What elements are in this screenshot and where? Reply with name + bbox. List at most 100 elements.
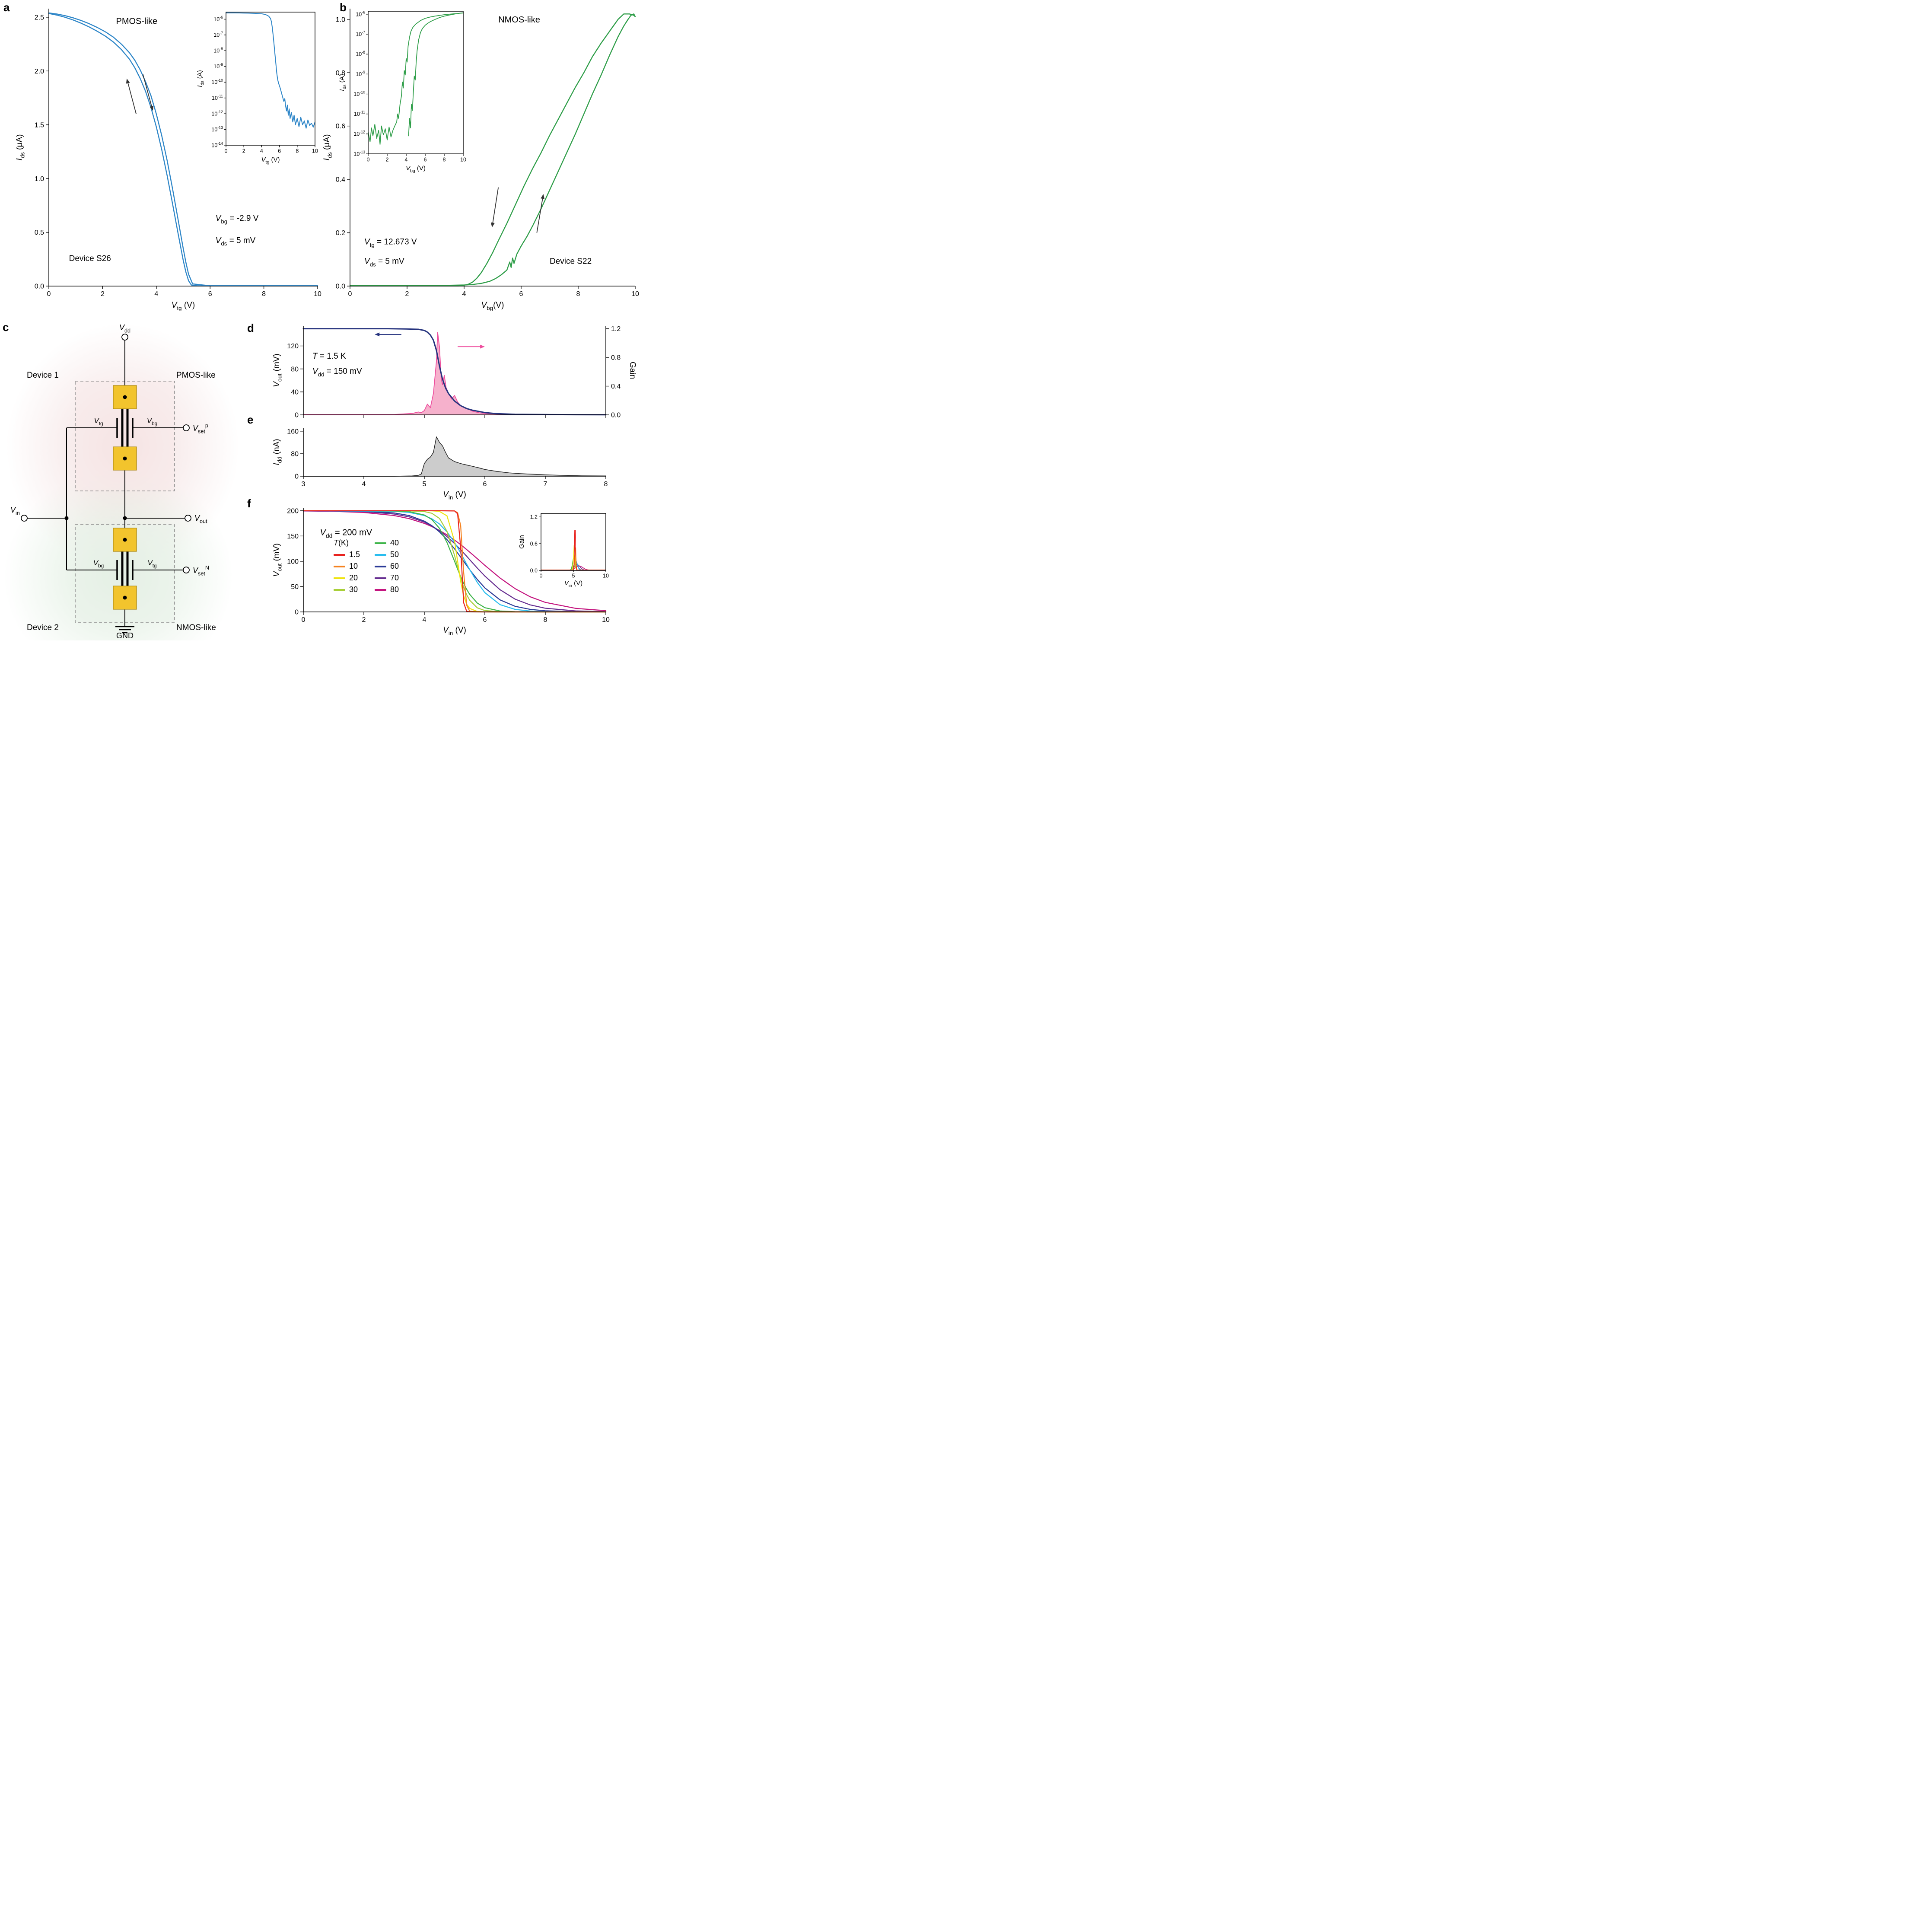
legend-label: 30 — [349, 585, 358, 594]
y-axis-label: Vout (mV) — [272, 543, 283, 577]
y-tick-label: 80 — [291, 366, 299, 373]
y-tick-label: 0.2 — [336, 229, 345, 237]
legend-swatch — [375, 554, 387, 556]
vbg-value-label: Vbg = -2.9 V — [216, 214, 259, 225]
legend-item-20K: 20 — [334, 573, 360, 583]
device1-vbg-label: Vbg — [147, 417, 158, 427]
y-tick-label: 40 — [291, 388, 299, 396]
y-tick-label: 10-14 — [211, 141, 223, 149]
y-tick-label: 10-12 — [353, 130, 365, 137]
x-tick-label: 3 — [302, 481, 306, 488]
panel-b-chart: 0 2 4 6 8 10 0.0 0.2 0.4 0.6 0.8 1.0 Vbg(V) Ids (μA) N… — [322, 9, 639, 312]
x-tick-label: 4 — [260, 148, 263, 154]
panel-a-chart: 0 2 4 6 8 10 0.0 0.5 1.0 1.5 2.0 2.5 Vtg (V) Ids (μA)… — [15, 9, 321, 312]
legend-item-40K: 40 — [375, 538, 399, 548]
pmos-sweep-up — [48, 12, 318, 287]
legend-item-70K: 70 — [375, 573, 399, 583]
legend-item-80K: 80 — [375, 584, 399, 595]
y-tick-label: 10-11 — [212, 94, 223, 101]
x-tick-label: 2 — [386, 157, 389, 163]
output-node-dot — [123, 516, 127, 520]
legend-item-60K: 60 — [375, 561, 399, 572]
legend-swatch — [375, 589, 387, 591]
y-tick-label: 100 — [287, 558, 299, 566]
device1-label: Device 1 — [27, 371, 59, 380]
x-tick-label: 0 — [348, 290, 352, 298]
y-axis-label: Ids (A) — [196, 70, 205, 87]
y-tick-label: 150 — [287, 533, 299, 540]
nmos-like-label: NMOS-like — [498, 15, 540, 25]
y-axis-label: Ids (μA) — [15, 134, 26, 161]
x-tick-label: 10 — [631, 290, 639, 298]
x-tick-label: 6 — [208, 290, 212, 298]
y-tick-label: 10-11 — [354, 110, 365, 117]
legend-label: 1.5 — [349, 550, 360, 559]
pmos-log — [226, 12, 315, 129]
figure: 0 2 4 6 8 10 0.0 0.5 1.0 1.5 2.0 2.5 Vtg (V) Ids (μA)… — [0, 0, 644, 640]
legend-label: 10 — [349, 562, 358, 570]
y-tick-label: 10-9 — [213, 63, 223, 70]
panel-label-b: b — [340, 1, 347, 14]
vout-60K — [302, 510, 607, 613]
y-axis-label: Idd (nA) — [272, 439, 283, 465]
nmos-like-circuit-label: NMOS-like — [176, 623, 216, 632]
x-tick-label: 10 — [314, 290, 321, 298]
x-tick-label: 0 — [302, 616, 306, 624]
x-tick-label: 2 — [242, 148, 245, 154]
y-tick-label: 0.6 — [530, 541, 538, 547]
temperature-label: T = 1.5 K — [312, 352, 346, 361]
idd — [303, 436, 606, 477]
pmos-like-circuit-label: PMOS-like — [176, 371, 216, 380]
y-tick-label: 10-6 — [356, 10, 365, 18]
device1-vtg-label: Vtg — [94, 417, 103, 427]
y-tick-label: 10-10 — [211, 78, 223, 86]
legend-swatch — [334, 577, 345, 579]
device-s22-label: Device S22 — [550, 257, 592, 266]
panel-d-chart: 0 40 80 120 0.0 0.4 0.8 1.2 Gain Vout (mV) T = 1.5… — [272, 325, 637, 419]
x-tick-label: 4 — [362, 481, 366, 488]
vdd-terminal — [121, 334, 128, 341]
x-tick-label: 10 — [312, 148, 318, 154]
temperature-legend: T (K) 1.5 10 20 30 40 50 60 70 80 — [334, 538, 399, 595]
device2-vtg-label: Vtg — [147, 559, 156, 569]
gain-1.5K — [541, 530, 606, 570]
vdd-150-label: Vdd = 150 mV — [312, 367, 362, 378]
y-axis-label: Ids (μA) — [322, 134, 333, 161]
x-tick-label: 6 — [424, 157, 427, 163]
vdd-200-label: Vdd = 200 mV — [320, 528, 372, 539]
vin-terminal — [21, 515, 28, 522]
x-tick-label: 0 — [47, 290, 51, 298]
legend-item-50K: 50 — [375, 549, 399, 560]
y-tick-label: 10-12 — [211, 110, 223, 117]
panel-c-circuit-diagram: Vdd Device 1 PMOS-like Vtg Vbg Vsetp Vin Vout Vb… — [4, 323, 239, 640]
x-axis-label: Vtg (V) — [172, 301, 195, 312]
y-tick-label: 2.5 — [35, 14, 44, 22]
x-tick-label: 0 — [367, 157, 370, 163]
x-tick-label: 5 — [572, 573, 575, 579]
legend-label: 60 — [390, 562, 399, 570]
contact-dot — [123, 456, 127, 461]
y-tick-label: 0.5 — [35, 229, 44, 236]
y-axis-label: Gain — [518, 535, 525, 549]
y-tick-label: 0.0 — [530, 567, 538, 573]
legend-item-10K: 10 — [334, 561, 360, 572]
y-tick-label: 10-13 — [211, 125, 223, 133]
x-axis-label: Vbg(V) — [481, 301, 504, 312]
y-tick-label: 0 — [295, 412, 299, 419]
legend-label: 80 — [390, 585, 399, 594]
vds-value-label: Vds = 5 mV — [216, 236, 256, 247]
gain-fill — [303, 332, 606, 415]
vtg-value-label: Vtg = 12.673 V — [364, 238, 417, 248]
legend-label: 20 — [349, 573, 358, 582]
vset-p-label: Vsetp — [193, 423, 208, 435]
x-tick-label: 2 — [405, 290, 409, 298]
y-tick-label: 0.4 — [336, 176, 345, 184]
panel-label-a: a — [3, 1, 10, 14]
panel-label-d: d — [247, 322, 254, 334]
gnd-label: GND — [116, 631, 134, 640]
y2-tick-label: 1.2 — [611, 325, 621, 333]
y-tick-label: 0.6 — [336, 123, 345, 130]
contact-dot — [123, 538, 127, 542]
